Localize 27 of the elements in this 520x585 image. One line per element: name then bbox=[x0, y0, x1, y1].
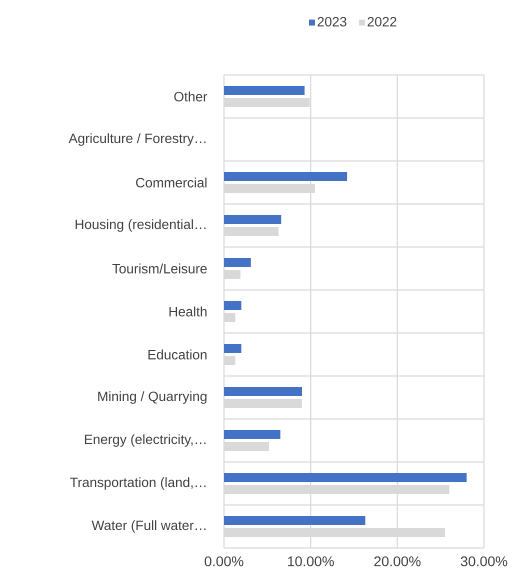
y-tick-label: Mining / Quarrying bbox=[98, 391, 206, 404]
y-tick-label: Commercial bbox=[136, 178, 206, 188]
y-tick-label: Water (Full water… bbox=[92, 520, 206, 533]
y-tick-label: Agriculture / Forestry… bbox=[68, 133, 206, 146]
x-tick-label: 10.00% bbox=[288, 556, 334, 566]
y-tick-label: Transportation (land,… bbox=[70, 477, 206, 490]
legend-label: 2022 bbox=[368, 16, 396, 26]
bar bbox=[224, 258, 251, 267]
y-tick-label: Housing (residential… bbox=[76, 219, 206, 232]
y-tick-label: Tourism/Leisure bbox=[112, 264, 207, 274]
x-tick-label: 30.00% bbox=[460, 556, 508, 566]
x-tick-label: 20.00% bbox=[374, 556, 421, 566]
y-tick-label: Other bbox=[174, 92, 208, 102]
x-tick-label: 0.00% bbox=[204, 556, 244, 566]
bar bbox=[224, 86, 305, 95]
bar bbox=[224, 214, 282, 224]
bar bbox=[224, 387, 302, 396]
bar bbox=[224, 473, 467, 482]
y-tick-label: Health bbox=[169, 306, 206, 316]
legend-label: 2023 bbox=[318, 16, 346, 26]
bar bbox=[224, 344, 242, 353]
y-tick-label: Energy (electricity,… bbox=[84, 434, 206, 447]
bar bbox=[224, 430, 280, 439]
bar bbox=[224, 172, 348, 181]
bar bbox=[224, 516, 366, 525]
bar bbox=[224, 300, 242, 310]
y-tick-label: Education bbox=[148, 350, 206, 360]
